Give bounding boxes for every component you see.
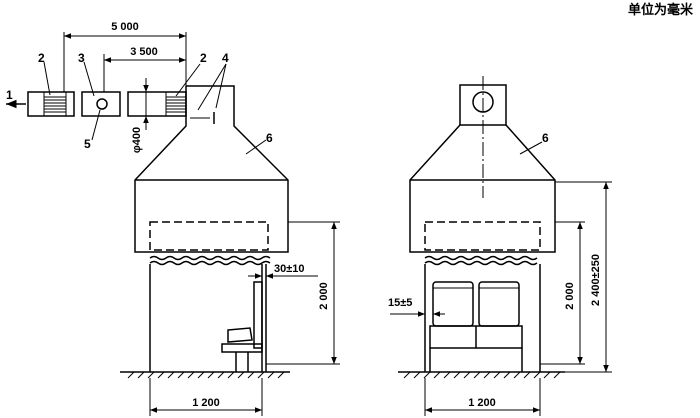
sampling-port-icon bbox=[96, 98, 108, 110]
hood-front bbox=[409, 76, 556, 253]
callout-2-left: 2 bbox=[38, 51, 45, 65]
dim-height-2400: 2 400±250 bbox=[590, 254, 602, 306]
dim-width-1200-right: 1 200 bbox=[468, 397, 496, 409]
callout-3: 3 bbox=[78, 51, 85, 65]
dim-diameter-400: φ400 bbox=[131, 127, 143, 153]
duct-left-segment bbox=[27, 91, 75, 117]
callout-6-left: 6 bbox=[266, 131, 273, 145]
duct-right-segment bbox=[127, 91, 187, 117]
chair-side bbox=[221, 281, 263, 372]
front-view: 15±5 2 000 2 400±250 1 200 6 bbox=[388, 76, 612, 416]
chairs-front bbox=[429, 281, 523, 372]
dim-gap-30: 30±10 bbox=[274, 263, 305, 275]
callout-4: 4 bbox=[222, 51, 229, 65]
dim-3500: 3 500 bbox=[130, 46, 158, 58]
break-line bbox=[149, 255, 271, 266]
booth-front bbox=[398, 264, 565, 379]
hood-side bbox=[134, 85, 289, 253]
booth-side bbox=[120, 264, 290, 379]
unit-note: 单位为毫米 bbox=[628, 2, 694, 17]
dim-5000: 5 000 bbox=[111, 21, 139, 33]
callout-6-right: 6 bbox=[542, 131, 549, 145]
callout-1: 1 bbox=[6, 88, 13, 102]
callout-5: 5 bbox=[84, 137, 91, 151]
side-view: 1 bbox=[6, 21, 340, 416]
callout-2-right: 2 bbox=[200, 51, 207, 65]
dim-height-2000-left: 2 000 bbox=[318, 282, 330, 310]
dim-width-1200-left: 1 200 bbox=[192, 397, 220, 409]
duct-sensor-segment bbox=[81, 91, 121, 117]
dim-gap-15: 15±5 bbox=[388, 297, 412, 309]
dim-height-2000-right: 2 000 bbox=[564, 282, 576, 310]
break-line-front bbox=[424, 255, 538, 266]
